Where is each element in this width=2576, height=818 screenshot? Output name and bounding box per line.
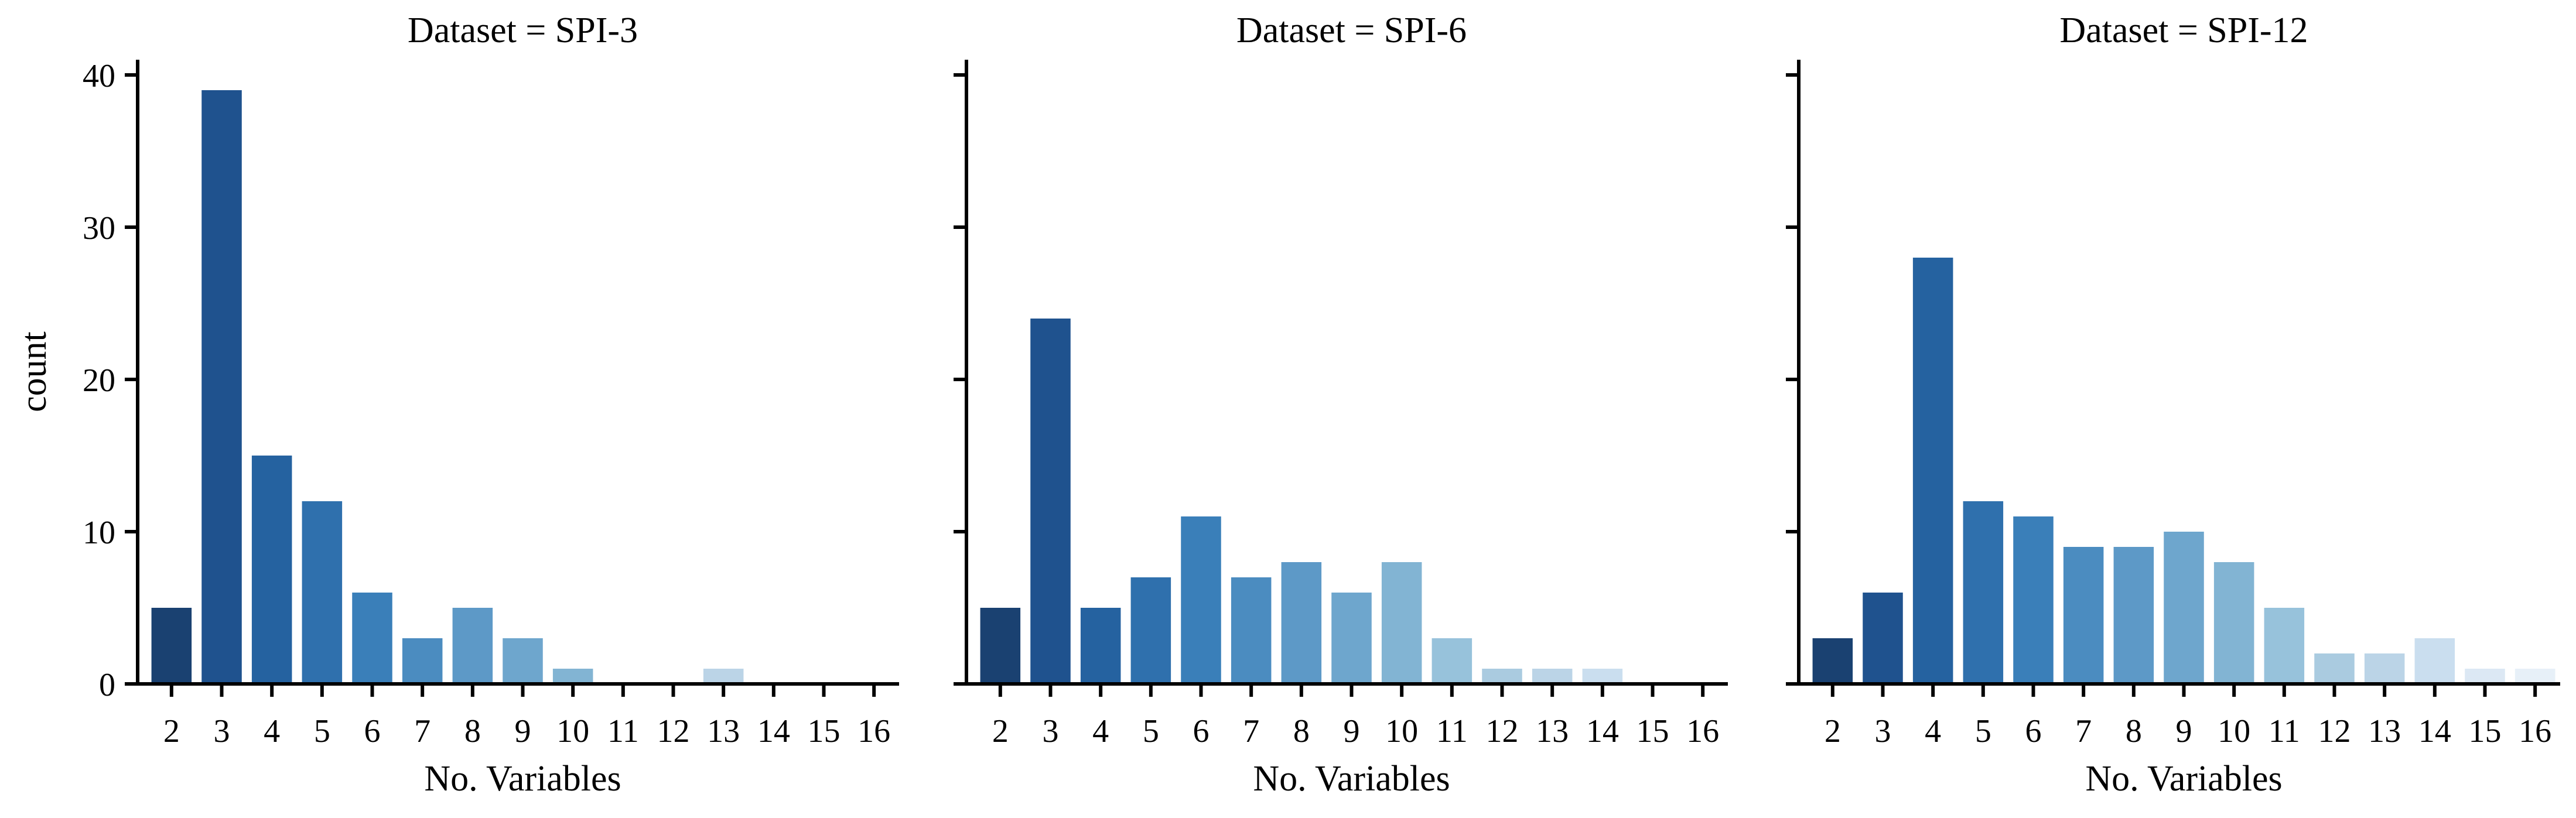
bar-5 <box>1963 501 2004 684</box>
x-tick-label-16: 16 <box>2519 713 2551 749</box>
x-tick-label-3: 3 <box>1875 713 1891 749</box>
x-tick-label-6: 6 <box>2025 713 2042 749</box>
x-tick-label-4: 4 <box>1925 713 1941 749</box>
x-tick-label-12: 12 <box>1486 713 1519 749</box>
x-tick-label-3: 3 <box>1043 713 1059 749</box>
bar-13 <box>2364 653 2405 684</box>
panel-1: Dataset = SPI-3 0 10 20 30 40 2 3 4 5 6 7 8 9 10 11 12 13… <box>14 11 899 799</box>
panel-2: Dataset = SPI-6 2 3 4 5 6 7 8 9 10 11 12 13 14 15 16 No.… <box>954 11 1728 799</box>
x-tick-label-7: 7 <box>414 713 431 749</box>
y-tick-label: 40 <box>83 58 115 94</box>
bar-3 <box>1863 593 1903 684</box>
x-tick-label-2: 2 <box>992 713 1009 749</box>
bar-10 <box>2213 562 2254 684</box>
bar-6 <box>1181 516 1221 684</box>
x-tick-label-14: 14 <box>2418 713 2451 749</box>
bar-12 <box>1482 669 1522 684</box>
x-tick-label-14: 14 <box>757 713 790 749</box>
bar-2 <box>1812 638 1853 684</box>
x-tick-label-4: 4 <box>1092 713 1109 749</box>
bar-3 <box>201 90 242 684</box>
x-tick-label-10: 10 <box>2218 713 2250 749</box>
x-tick-label-8: 8 <box>1293 713 1310 749</box>
bar-8 <box>452 608 493 684</box>
bar-9 <box>503 638 543 684</box>
x-tick-label-7: 7 <box>2075 713 2092 749</box>
x-tick-label-9: 9 <box>515 713 531 749</box>
bar-6 <box>2013 516 2054 684</box>
bar-12 <box>2314 653 2355 684</box>
x-tick-label-8: 8 <box>2126 713 2142 749</box>
x-tick-label-4: 4 <box>264 713 280 749</box>
y-tick-label: 30 <box>83 210 115 247</box>
panel-3: Dataset = SPI-12 2 3 4 5 6 7 8 9 10 11 12 13 14 15 16 No… <box>1786 11 2560 799</box>
bar-16 <box>2514 669 2555 684</box>
x-tick-label-16: 16 <box>857 713 890 749</box>
x-tick-label-5: 5 <box>1143 713 1159 749</box>
bar-6 <box>352 593 392 684</box>
x-tick-label-16: 16 <box>1686 713 1719 749</box>
x-tick-label-11: 11 <box>1436 713 1468 749</box>
x-tick-label-15: 15 <box>1637 713 1669 749</box>
x-tick-label-12: 12 <box>657 713 690 749</box>
bar-13 <box>703 669 744 684</box>
bar-11 <box>2264 608 2305 684</box>
bar-4 <box>1080 608 1121 684</box>
bar-7 <box>402 638 443 684</box>
bar-8 <box>2113 547 2154 684</box>
bar-5 <box>1130 577 1171 684</box>
y-tick-label: 0 <box>99 667 115 703</box>
bar-7 <box>2063 547 2104 684</box>
bar-4 <box>251 456 292 684</box>
x-axis-label: No. Variables <box>424 759 621 799</box>
panel-title: Dataset = SPI-12 <box>2059 11 2308 50</box>
bar-2 <box>151 608 192 684</box>
x-tick-label-7: 7 <box>1243 713 1259 749</box>
x-tick-label-5: 5 <box>314 713 330 749</box>
bar-14 <box>1582 669 1623 684</box>
bar-15 <box>2465 669 2505 684</box>
panel-title: Dataset = SPI-6 <box>1236 11 1467 50</box>
x-tick-label-8: 8 <box>464 713 481 749</box>
bar-2 <box>980 608 1021 684</box>
x-tick-label-2: 2 <box>163 713 180 749</box>
x-tick-label-13: 13 <box>1536 713 1569 749</box>
bar-5 <box>302 501 343 684</box>
bar-13 <box>1532 669 1573 684</box>
x-tick-label-9: 9 <box>1344 713 1360 749</box>
bar-4 <box>1912 258 1953 684</box>
x-tick-label-9: 9 <box>2176 713 2192 749</box>
x-tick-label-5: 5 <box>1975 713 1991 749</box>
bar-9 <box>2164 532 2204 684</box>
x-axis-label: No. Variables <box>2085 759 2282 799</box>
bar-8 <box>1281 562 1322 684</box>
y-axis-label: count <box>14 331 54 412</box>
panel-title: Dataset = SPI-3 <box>408 11 638 50</box>
bar-11 <box>1432 638 1473 684</box>
x-tick-label-15: 15 <box>808 713 841 749</box>
bar-9 <box>1331 593 1372 684</box>
x-tick-label-13: 13 <box>707 713 740 749</box>
x-tick-label-10: 10 <box>556 713 589 749</box>
bar-14 <box>2414 638 2455 684</box>
y-tick-label: 20 <box>83 362 115 399</box>
x-axis-label: No. Variables <box>1253 759 1450 799</box>
x-tick-label-13: 13 <box>2368 713 2401 749</box>
x-tick-label-11: 11 <box>2268 713 2300 749</box>
x-tick-label-15: 15 <box>2469 713 2502 749</box>
bar-10 <box>552 669 593 684</box>
x-tick-label-6: 6 <box>364 713 381 749</box>
x-tick-label-14: 14 <box>1586 713 1619 749</box>
x-tick-label-10: 10 <box>1385 713 1418 749</box>
x-tick-label-2: 2 <box>1825 713 1841 749</box>
x-tick-label-3: 3 <box>214 713 230 749</box>
x-tick-label-11: 11 <box>607 713 639 749</box>
x-tick-label-12: 12 <box>2318 713 2351 749</box>
x-tick-label-6: 6 <box>1193 713 1210 749</box>
y-tick-label: 10 <box>83 515 115 551</box>
bar-10 <box>1381 562 1422 684</box>
bar-7 <box>1231 577 1272 684</box>
bar-3 <box>1030 319 1071 684</box>
